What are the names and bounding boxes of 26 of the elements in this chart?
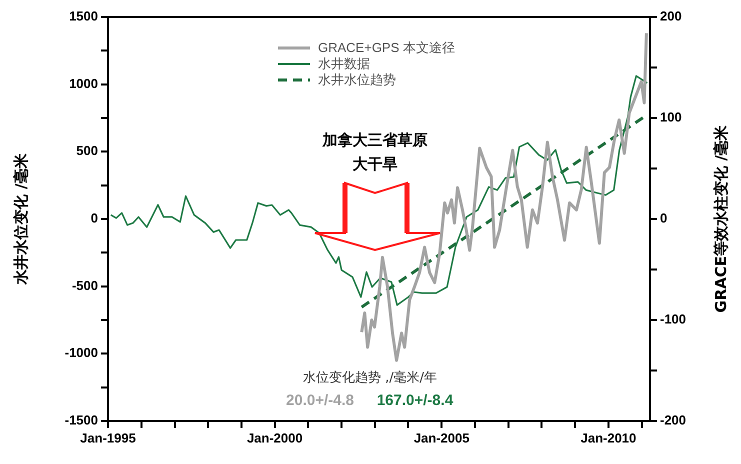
y2-tick-label: 200	[660, 8, 682, 24]
y-tick-label: -1000	[64, 345, 98, 360]
annotation: 大干旱	[352, 154, 398, 173]
annotation: 加拿大三省草原	[322, 130, 428, 149]
annotation: 167.0+/-8.4	[376, 392, 454, 410]
legend-label: GRACE+GPS 本文途径	[318, 40, 455, 56]
y2-tick-label: 100	[660, 110, 682, 125]
y-tick-label: 0	[90, 210, 98, 226]
y2-tick-label: -200	[660, 412, 686, 428]
x-tick-label: Jan-2000	[246, 430, 303, 446]
legend-label: 水井水位趋势	[318, 72, 396, 88]
y-tick-label: -500	[72, 278, 98, 293]
y2-tick-label: 0	[660, 210, 668, 226]
y2-tick-label: -100	[660, 312, 686, 327]
annotation: 水位变化趋势 ,/毫米/年	[302, 369, 438, 386]
y-axis-title: 水井水位变化 /毫米	[12, 152, 30, 286]
y-tick-label: -1500	[64, 412, 98, 428]
x-tick-label: Jan-1995	[80, 430, 136, 446]
x-tick-label: Jan-2010	[580, 430, 636, 446]
y-tick-label: 1000	[69, 76, 98, 91]
x-tick-label: Jan-2005	[414, 430, 470, 446]
y2-axis-title: GRACE等效水柱变化 /毫米	[712, 124, 730, 313]
y-tick-label: 500	[76, 143, 98, 158]
legend-label: 水井数据	[318, 56, 370, 72]
y-tick-label: 1500	[69, 8, 98, 24]
annotation: 20.0+/-4.8	[286, 392, 354, 410]
